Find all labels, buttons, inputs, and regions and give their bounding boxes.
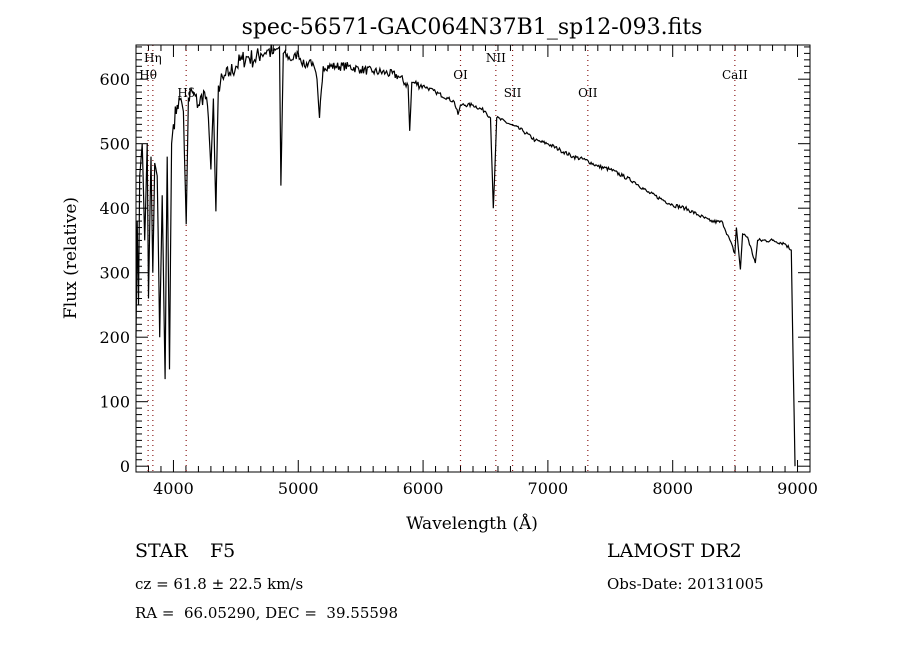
line-marker-label: NII	[486, 51, 506, 65]
y-tick-label: 0	[120, 457, 130, 476]
x-tick-label: 9000	[777, 479, 818, 498]
line-marker-label: OI	[453, 68, 468, 82]
y-tick-label: 400	[99, 199, 130, 218]
y-tick-label: 600	[99, 70, 130, 89]
x-tick-label: 5000	[278, 479, 319, 498]
y-tick-label: 300	[99, 264, 130, 283]
chart-title: spec-56571-GAC064N37B1_sp12-093.fits	[242, 15, 703, 40]
x-axis-label: Wavelength (Å)	[406, 513, 538, 534]
line-marker-label: SII	[504, 86, 522, 100]
x-tick-label: 6000	[403, 479, 444, 498]
object-class: STAR	[135, 540, 188, 562]
object-subclass: F5	[210, 540, 236, 562]
redshift-velocity: cz = 61.8 ± 22.5 km/s	[135, 575, 304, 593]
spectrum-line	[135, 44, 796, 467]
plot-frame	[135, 44, 811, 473]
spectrum-chart: spec-56571-GAC064N37B1_sp12-093.fits 400…	[61, 15, 818, 534]
x-tick-label: 4000	[153, 479, 194, 498]
survey-label: LAMOST DR2	[607, 540, 742, 562]
x-tick-label: 8000	[652, 479, 693, 498]
y-axis-label: Flux (relative)	[61, 197, 81, 319]
observation-date: Obs-Date: 20131005	[607, 575, 764, 593]
line-marker-label: Hη	[144, 51, 162, 65]
y-tick-label: 500	[99, 135, 130, 154]
y-tick-label: 100	[99, 393, 130, 412]
coordinates: RA = 66.05290, DEC = 39.55598	[135, 604, 399, 622]
line-marker-label: OII	[578, 86, 598, 100]
line-marker-label: Hθ	[139, 68, 157, 82]
x-tick-label: 7000	[528, 479, 569, 498]
y-tick-label: 200	[99, 328, 130, 347]
line-marker-label: CaII	[722, 68, 748, 82]
